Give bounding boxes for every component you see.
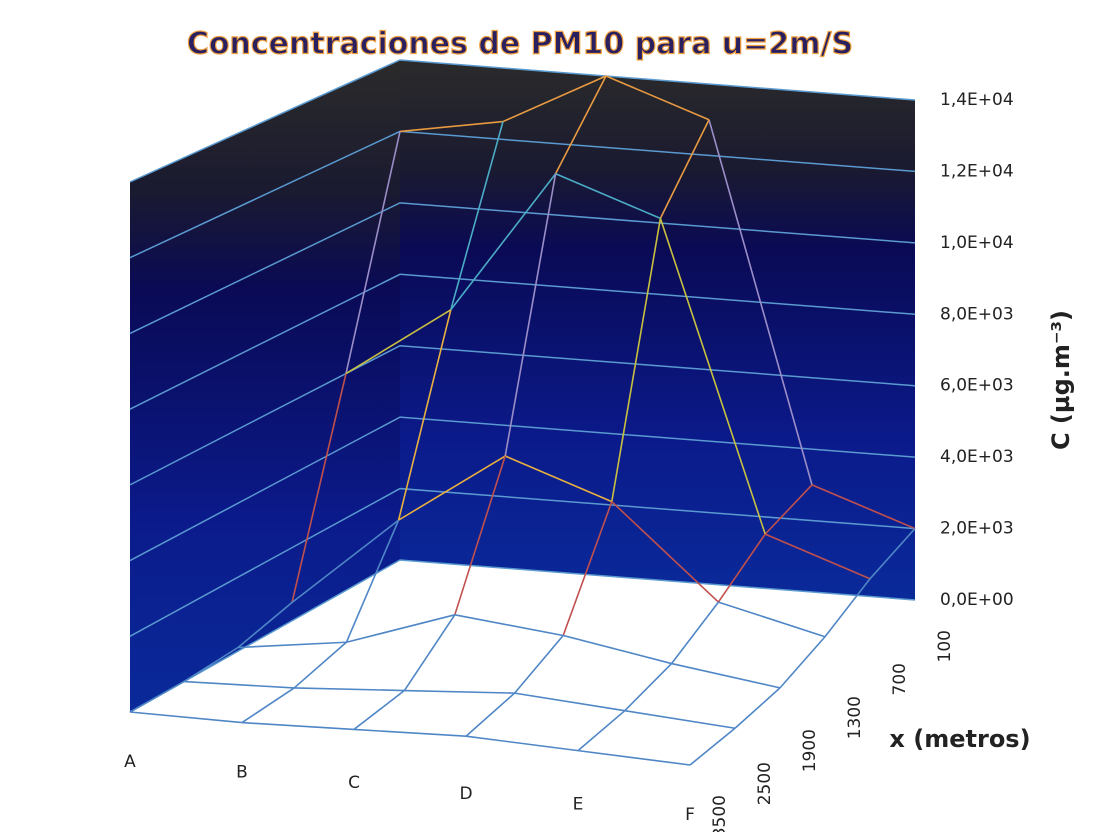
z-axis-title: C (µg.m⁻³) (1047, 310, 1075, 450)
x-tick-label: A (124, 752, 136, 772)
surface-edge (454, 455, 506, 616)
back-wall (400, 60, 915, 600)
z-tick-label: 0,0E+00 (940, 590, 1014, 610)
surface-edge (502, 75, 607, 123)
surface-edge (237, 601, 293, 649)
surface-edge (183, 646, 239, 683)
grid-line (129, 416, 916, 562)
x-tick-label: C (348, 773, 360, 793)
x-tick-label: D (459, 784, 472, 804)
surface-edge (513, 634, 564, 694)
x-tick-label: E (573, 794, 584, 814)
grid-line (129, 344, 916, 486)
surface-edge (450, 173, 557, 311)
depth-tick-label: 700 (890, 663, 910, 695)
surface-edge (404, 689, 515, 694)
surface-edge (403, 614, 456, 691)
surface-edge (291, 373, 347, 603)
surface-edge (514, 692, 625, 712)
surface-edge (129, 711, 243, 724)
surface-edge (824, 578, 871, 638)
surface-edge (237, 641, 347, 649)
surface-edge (293, 641, 347, 689)
x-tick-label: F (685, 805, 695, 825)
left-wall (130, 60, 400, 712)
z-tick-label: 8,0E+03 (940, 304, 1014, 324)
surface-edge (294, 687, 405, 692)
surface-edge (811, 484, 916, 530)
surface-edge (611, 501, 719, 603)
floor (130, 560, 915, 765)
grid-line (129, 559, 916, 713)
surface-edge (555, 172, 661, 220)
surface-edge (605, 75, 710, 121)
surface-edge (764, 533, 871, 580)
surface-edge (465, 692, 516, 737)
z-tick-label: 4,0E+03 (940, 447, 1014, 467)
surface-edge (346, 614, 455, 644)
grid-line (129, 487, 916, 637)
surface-edge (624, 709, 736, 730)
surface-edge (670, 601, 720, 665)
chart-title: Concentraciones de PM10 para u=2m/S (187, 27, 853, 62)
surface-edge (671, 662, 781, 689)
z-tick-label: 1,4E+04 (940, 90, 1014, 110)
surface-edge (241, 687, 295, 724)
surface-edge (353, 689, 405, 731)
surface-edge (345, 519, 400, 643)
surface-edge (129, 680, 185, 713)
depth-tick-label: 100 (935, 630, 955, 662)
surface-edge (291, 519, 400, 604)
depth-tick-label: 3500 (710, 795, 730, 832)
surface-edge (717, 533, 766, 603)
surface-edge (454, 614, 564, 637)
surface-edge (708, 119, 813, 486)
surface-edge (345, 309, 452, 375)
walls: 0,0E+00 2,0E+03 4,0E+03 6,0E+03 8,0E+03 1,0E+… (129, 59, 1014, 765)
surface (129, 75, 916, 766)
x-tick-label: B (236, 763, 248, 783)
surface-edge (734, 687, 781, 729)
surface-edge (398, 455, 506, 521)
surface-edge (764, 484, 813, 535)
surface-edge (241, 721, 355, 731)
surface-edge (718, 601, 826, 638)
surface-edge (577, 749, 691, 766)
surface-edge (345, 131, 401, 374)
grid-line (129, 59, 916, 183)
surface-edge (504, 173, 557, 457)
grid-line (129, 202, 916, 335)
surface-edge (554, 75, 607, 175)
z-tick-label: 2,0E+03 (940, 519, 1014, 539)
surface-edge (779, 636, 826, 689)
surface-edge (869, 528, 916, 580)
surface-edge (562, 634, 672, 665)
surface-edge (577, 710, 626, 752)
surface-edge (183, 680, 295, 689)
surface-edge (399, 120, 504, 133)
surface-edge (659, 119, 710, 219)
z-tick-label: 1,0E+04 (940, 233, 1014, 253)
z-tick-label: 1,2E+04 (940, 161, 1014, 181)
depth-tick-label: 1300 (845, 696, 865, 739)
surface-edge (450, 121, 504, 310)
surface-edge (624, 662, 673, 712)
depth-tick-label: 2500 (755, 762, 775, 805)
surface-edge (689, 727, 736, 766)
depth-tick-label: 1900 (800, 729, 820, 772)
surface-edge (659, 218, 766, 535)
surface-edge (397, 309, 452, 521)
depth-axis-title: x (metros) (889, 725, 1030, 753)
z-tick-label: 6,0E+03 (940, 376, 1014, 396)
grid-line (129, 273, 916, 410)
surface-edge (611, 218, 662, 502)
surface-edge (465, 735, 579, 752)
surface-edge (562, 501, 613, 636)
surface-edge (353, 728, 467, 738)
surface-edge (504, 455, 613, 503)
